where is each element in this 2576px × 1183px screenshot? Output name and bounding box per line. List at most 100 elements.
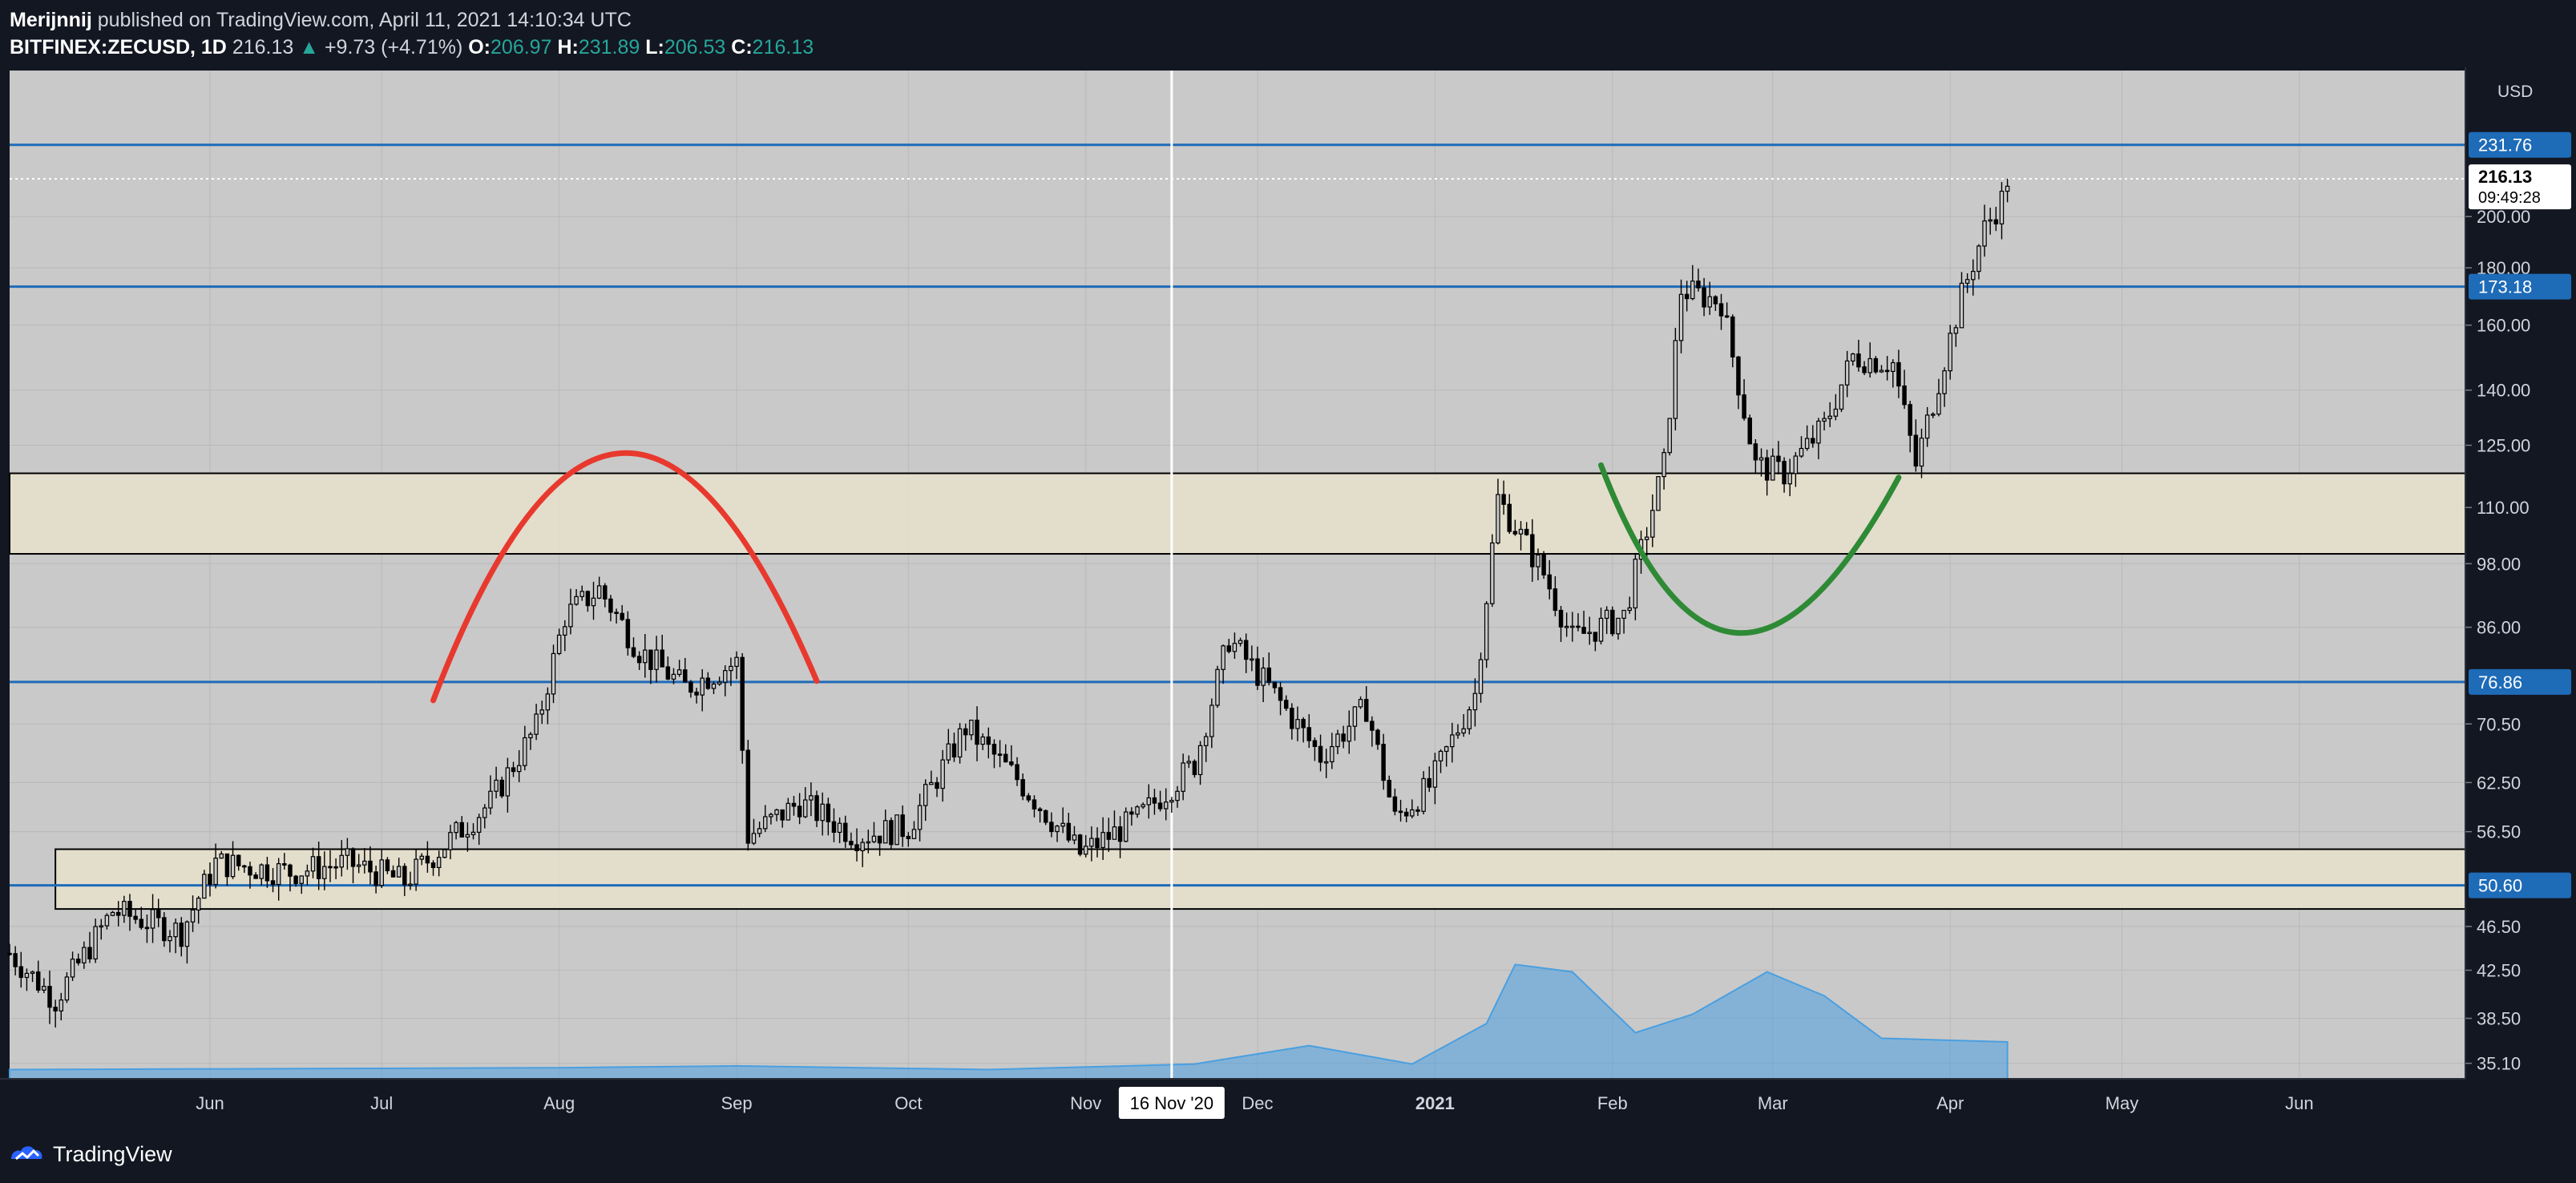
candle-down [625, 619, 631, 648]
candle-down [293, 875, 298, 884]
candle-down [53, 1007, 58, 1011]
candle-up [809, 795, 814, 801]
open-value: 206.97 [491, 36, 552, 59]
candle-up [1851, 353, 1855, 361]
candle-up [414, 858, 418, 885]
candle-down [75, 959, 81, 963]
candle-up [551, 652, 556, 695]
time-tick-label: Oct [894, 1093, 922, 1113]
brand[interactable]: TradingView [10, 1141, 172, 1167]
time-tick-label: Apr [1936, 1093, 1964, 1113]
candle-up [482, 807, 487, 818]
candle-down [1129, 811, 1134, 815]
candle-up [1799, 447, 1804, 457]
candle-up [1793, 455, 1799, 474]
candle-down [1157, 802, 1163, 810]
chart-area[interactable]: 35.10 38.50 42.50 46.50 56.50 62.50 70.50 86.00… [0, 67, 2576, 1125]
candle-up [1335, 733, 1340, 748]
candle-down [390, 870, 396, 878]
candle-down [1381, 744, 1386, 781]
candle-down [648, 649, 653, 670]
author-name[interactable]: Merijnnij [10, 9, 92, 31]
candle-up [1250, 658, 1254, 661]
candle-up [785, 802, 791, 821]
candle-up [64, 976, 70, 1001]
candle-down [1753, 443, 1758, 461]
candle-up [1089, 838, 1094, 847]
candle-up [676, 669, 682, 675]
candle-down [13, 953, 18, 967]
candle-down [1272, 681, 1278, 688]
candle-up [946, 743, 951, 761]
candle-up [1953, 327, 1959, 334]
candle-up [1163, 801, 1169, 810]
candle-down [614, 612, 619, 615]
candle-up [1976, 245, 1981, 273]
candle-down [1530, 534, 1535, 567]
rounding-top-arc [430, 450, 820, 704]
symbol-name[interactable]: BITFINEX:ZECUSD, 1D [10, 36, 227, 59]
time-tick-label: Jul [370, 1093, 393, 1113]
candle-up [505, 767, 511, 797]
candle-up [310, 856, 316, 872]
candle-up [1323, 761, 1329, 764]
candle-down [1747, 418, 1752, 445]
candle-down [402, 866, 407, 886]
candle-down [620, 612, 624, 620]
candle-down [636, 656, 642, 664]
candle-down [18, 966, 24, 979]
candle-up [1175, 790, 1180, 801]
candle-down [1398, 810, 1403, 814]
candle-up [516, 765, 522, 773]
candle-up [1804, 438, 1810, 450]
candle-down [889, 820, 894, 846]
candle-up [213, 858, 218, 886]
price-tick-label: 56.50 [2477, 822, 2521, 842]
candle-down [1192, 761, 1197, 776]
candle-up [1650, 510, 1655, 538]
candle-up [465, 834, 470, 838]
candle-up [1621, 609, 1626, 620]
candle-up [1959, 282, 1964, 329]
candle-up [894, 814, 899, 846]
time-tick-label: May [2106, 1093, 2139, 1113]
footer: TradingView [0, 1125, 2576, 1183]
candle-up [803, 799, 808, 818]
candle-up [190, 909, 196, 923]
candle-down [1742, 394, 1746, 419]
candle-up [1827, 415, 1832, 419]
time-tick-label: 2021 [1415, 1093, 1455, 1113]
candle-down [854, 844, 859, 852]
close-value: 216.13 [752, 36, 814, 59]
candles [7, 178, 2010, 1028]
candle-up [1169, 800, 1174, 803]
candle-up [122, 900, 127, 916]
candle-down [1403, 811, 1409, 817]
candle-down [1375, 729, 1380, 745]
candle-up [563, 626, 567, 636]
candle-up [1330, 745, 1334, 763]
candle-up [1667, 418, 1672, 454]
candle-down [1524, 528, 1529, 535]
candle-up [110, 911, 115, 916]
candle-up [356, 864, 361, 867]
candle-down [133, 915, 138, 920]
candle-up [1100, 832, 1105, 849]
candle-up [969, 719, 974, 736]
candle-down [155, 909, 161, 919]
low-value: 206.53 [664, 36, 726, 59]
high-label: H: [557, 36, 579, 59]
candle-down [826, 803, 831, 822]
candle-down [459, 822, 464, 838]
price-tick-label: 125.00 [2477, 436, 2530, 456]
price-chart[interactable]: 35.10 38.50 42.50 46.50 56.50 62.50 70.50 86.00… [0, 67, 2576, 1125]
candle-down [951, 743, 957, 758]
candle-up [1564, 625, 1569, 628]
candle-up [1135, 806, 1140, 815]
candle-down [288, 864, 293, 877]
close-label: C: [731, 36, 753, 59]
candle-up [1123, 811, 1129, 842]
candle-up [345, 848, 350, 856]
current-price-badge [2469, 164, 2571, 210]
candle-down [333, 866, 338, 869]
